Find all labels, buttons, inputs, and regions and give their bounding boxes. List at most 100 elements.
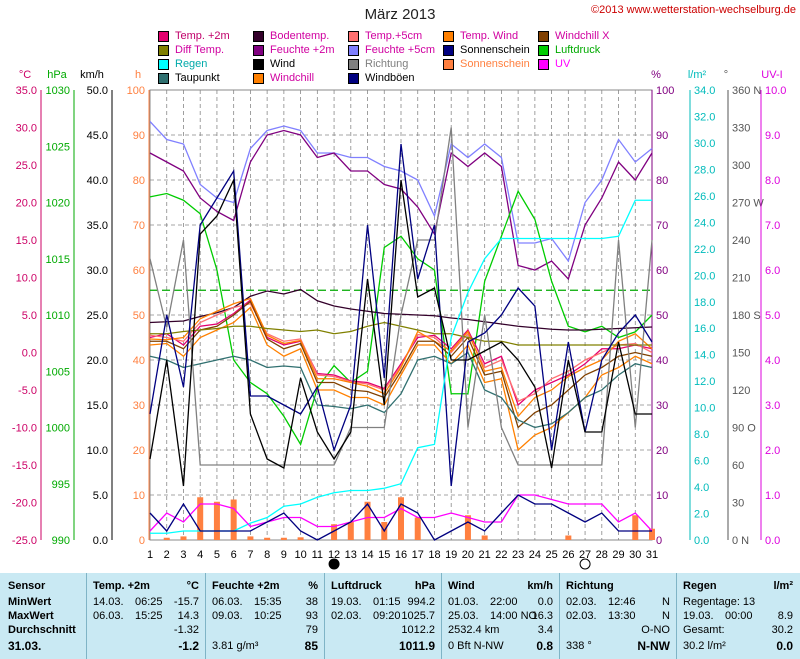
sunshine-bar bbox=[364, 501, 371, 540]
legend-label: Sonnenschein bbox=[460, 44, 530, 56]
wind-header-row: Wind km/h bbox=[442, 579, 559, 593]
x-tick-label: 9 bbox=[281, 549, 287, 561]
y-tick-label-kmh: 50.0 bbox=[87, 85, 108, 97]
y-tick-label-h: 70 bbox=[133, 220, 145, 232]
legend-swatch bbox=[253, 44, 264, 56]
table-cell: 10:25 bbox=[254, 610, 282, 622]
y-tick-label-deg: 330 bbox=[732, 123, 750, 135]
luftdruck-header-row: Luftdruck hPa bbox=[325, 579, 441, 593]
series-line-temp-wind bbox=[149, 297, 653, 418]
y-tick-label-deg: 270 W bbox=[732, 198, 764, 210]
x-tick-label: 5 bbox=[214, 549, 220, 561]
y-tick-label-temp: -10.0 bbox=[12, 423, 37, 435]
copyright-text[interactable]: ©2013 www.wetterstation-wechselburg.de bbox=[591, 4, 796, 16]
legend-label: Taupunkt bbox=[175, 72, 220, 84]
table-cell: 25.03. bbox=[448, 610, 479, 622]
table-cell: 0 Bft N-NW bbox=[448, 640, 504, 652]
y-tick-label-lm2: 8.0 bbox=[694, 429, 709, 441]
y-tick-label-h: 0 bbox=[139, 535, 145, 547]
sunshine-bar bbox=[347, 522, 354, 540]
wind-row: 0 Bft N-NW 0.8 bbox=[442, 639, 559, 653]
x-tick-label: 1 bbox=[147, 549, 153, 561]
richtung-header: Richtung bbox=[566, 580, 614, 592]
axis-title-uv: UV-I bbox=[761, 69, 782, 81]
sunshine-bar bbox=[632, 515, 639, 540]
y-tick-label-lm2: 20.0 bbox=[694, 270, 715, 282]
weather-chart: 1 2 3 4 5 6 7 8 9 10 11 12 13 14 15 16 17 18 19 20 21 22 23 24 2… bbox=[12, 69, 786, 570]
sensor-column: Sensor MinWert MaxWert Durchschnitt 31.0… bbox=[0, 573, 87, 659]
legend-swatch bbox=[443, 30, 454, 42]
y-tick-label-lm2: 32.0 bbox=[694, 111, 715, 123]
table-cell: 12:46 bbox=[608, 596, 636, 608]
table-cell: 15:35 bbox=[254, 596, 282, 608]
legend-swatch bbox=[538, 30, 549, 42]
x-tick-label: 25 bbox=[545, 549, 557, 561]
x-tick-label: 27 bbox=[579, 549, 591, 561]
legend-item: Windböen bbox=[348, 72, 415, 84]
axis-title-deg: ° bbox=[724, 69, 728, 81]
regen-row: Gesamt: 30.2 bbox=[677, 623, 799, 637]
x-tick-label: 12 bbox=[328, 549, 340, 561]
y-tick-label-lm2: 16.0 bbox=[694, 323, 715, 335]
y-tick-label-pct: 80 bbox=[656, 175, 668, 187]
wind-column: Wind km/h 01.03. 22:00 0.0 25.03. 14:00 NO 16.3… bbox=[442, 573, 560, 659]
x-tick-label: 11 bbox=[312, 549, 323, 561]
sunshine-bar bbox=[464, 515, 471, 540]
table-value: 1012.2 bbox=[401, 624, 435, 636]
legend-item: Sonnenschein bbox=[443, 44, 530, 56]
series-line-uv bbox=[149, 494, 653, 532]
y-tick-label-temp: 15.0 bbox=[16, 235, 37, 247]
feuchte-unit: % bbox=[308, 580, 318, 592]
legend-swatch bbox=[158, 30, 169, 42]
y-tick-label-hpa: 1015 bbox=[46, 254, 70, 266]
y-tick-label-lm2: 10.0 bbox=[694, 403, 715, 415]
y-tick-label-lm2: 6.0 bbox=[694, 456, 709, 468]
richtung-row: O-NO bbox=[560, 623, 676, 637]
y-tick-label-h: 30 bbox=[133, 400, 145, 412]
temp-row: -1.2 bbox=[87, 639, 205, 653]
y-tick-label-lm2: 18.0 bbox=[694, 297, 715, 309]
legend-label: UV bbox=[555, 58, 571, 70]
table-value: 93 bbox=[305, 610, 318, 622]
x-tick-label: 16 bbox=[395, 549, 407, 561]
regen-unit: l/m² bbox=[773, 580, 793, 592]
legend-swatch bbox=[348, 30, 359, 42]
axis-title-hpa: hPa bbox=[47, 69, 67, 81]
table-cell: 19.03. bbox=[331, 596, 362, 608]
x-tick-label: 23 bbox=[512, 549, 524, 561]
temp-row: 14.03. 06:25 -15.7 bbox=[87, 595, 205, 609]
richtung-column: Richtung 02.03. 12:46 N 02.03. 13:30 N O-NO 338 … bbox=[560, 573, 677, 659]
table-value: N bbox=[662, 596, 670, 608]
y-tick-label-kmh: 25.0 bbox=[87, 310, 108, 322]
x-tick-label: 15 bbox=[378, 549, 390, 561]
row-label: MaxWert bbox=[8, 610, 54, 622]
x-tick-label: 17 bbox=[412, 549, 424, 561]
temp-column: Temp. +2m °C 14.03. 06:25 -15.7 06.03. 15:25 14… bbox=[87, 573, 206, 659]
table-value: -15.7 bbox=[173, 596, 199, 608]
y-tick-label-kmh: 10.0 bbox=[87, 445, 108, 457]
sunshine-bar bbox=[197, 497, 204, 540]
legend-label: Feuchte +2m bbox=[270, 44, 335, 56]
x-tick-label: 18 bbox=[428, 549, 440, 561]
x-tick-label: 20 bbox=[462, 549, 474, 561]
temp-header-row: Temp. +2m °C bbox=[87, 579, 205, 593]
axis-title-lm2: l/m² bbox=[688, 69, 707, 81]
y-tick-label-hpa: 1030 bbox=[46, 85, 70, 97]
legend-item: Sonnenschein bbox=[443, 58, 530, 70]
legend-swatch bbox=[253, 72, 264, 84]
y-tick-label-deg: 60 bbox=[732, 460, 744, 472]
y-tick-label-temp: -5.0 bbox=[18, 385, 37, 397]
table-cell: 09:20 bbox=[373, 610, 401, 622]
sunshine-bar bbox=[297, 537, 304, 540]
table-value: 0.0 bbox=[537, 596, 553, 608]
y-tick-label-lm2: 30.0 bbox=[694, 138, 715, 150]
table-value: 14.3 bbox=[177, 610, 199, 622]
y-tick-label-pct: 100 bbox=[656, 85, 674, 97]
table-cell: 3.81 g/m³ bbox=[212, 640, 259, 652]
wind-row: 25.03. 14:00 NO 16.3 bbox=[442, 609, 559, 623]
y-tick-label-temp: 5.0 bbox=[22, 310, 37, 322]
table-cell: 22:00 bbox=[490, 596, 518, 608]
legend-item: Windchill bbox=[253, 72, 314, 84]
legend-item: Feuchte +2m bbox=[253, 44, 335, 56]
table-cell: 06.03. bbox=[93, 610, 124, 622]
